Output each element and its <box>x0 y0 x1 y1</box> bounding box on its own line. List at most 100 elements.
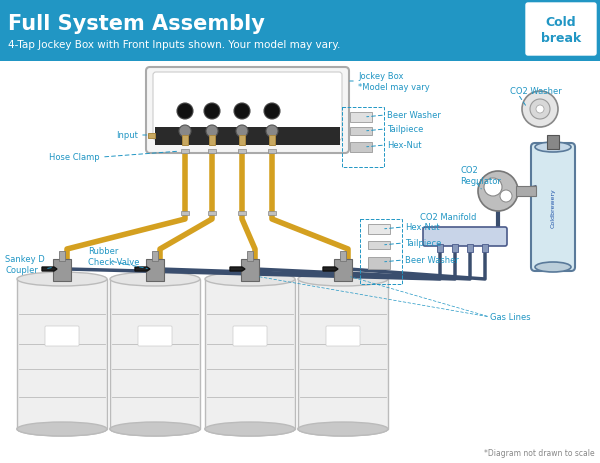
Bar <box>334 259 352 282</box>
Bar <box>238 212 246 216</box>
Bar <box>17 279 107 429</box>
Circle shape <box>234 104 250 120</box>
Text: Input: Input <box>116 131 138 140</box>
Ellipse shape <box>110 422 200 436</box>
Ellipse shape <box>298 422 388 436</box>
Bar <box>437 244 443 252</box>
Bar <box>148 134 155 139</box>
Bar <box>0 0 600 62</box>
Text: Hex-Nut: Hex-Nut <box>405 223 440 232</box>
FancyBboxPatch shape <box>45 326 79 346</box>
Circle shape <box>236 126 248 138</box>
Bar <box>467 244 473 252</box>
Bar <box>110 279 200 429</box>
Ellipse shape <box>298 272 388 287</box>
Bar <box>208 150 216 154</box>
Bar <box>205 279 295 429</box>
Text: break: break <box>541 31 581 44</box>
Text: Beer Washer: Beer Washer <box>387 111 441 120</box>
Text: Hose Clamp: Hose Clamp <box>49 153 100 162</box>
Text: Sankey D
Coupler: Sankey D Coupler <box>5 255 45 274</box>
FancyBboxPatch shape <box>233 326 267 346</box>
Bar <box>298 279 388 429</box>
Bar <box>350 128 372 136</box>
FancyBboxPatch shape <box>138 326 172 346</box>
Text: Coldbrewery: Coldbrewery <box>551 188 556 227</box>
Text: CO2 Washer: CO2 Washer <box>510 88 562 96</box>
Ellipse shape <box>17 422 107 436</box>
Ellipse shape <box>535 263 571 272</box>
Text: Jockey Box
*Model may vary: Jockey Box *Model may vary <box>358 72 430 92</box>
Circle shape <box>500 191 512 202</box>
Circle shape <box>484 179 502 197</box>
Text: CO2
Regulator: CO2 Regulator <box>460 166 501 185</box>
Bar <box>368 225 390 234</box>
Text: Beer Washer: Beer Washer <box>405 256 459 265</box>
Text: Tailpiece: Tailpiece <box>405 239 442 248</box>
Circle shape <box>206 126 218 138</box>
FancyBboxPatch shape <box>423 227 507 246</box>
Bar <box>368 257 390 269</box>
Circle shape <box>522 92 558 128</box>
Circle shape <box>204 104 220 120</box>
Bar <box>342 108 384 168</box>
Bar <box>53 259 71 282</box>
Circle shape <box>264 104 280 120</box>
Text: CO2 Manifold: CO2 Manifold <box>420 213 476 222</box>
FancyBboxPatch shape <box>326 326 360 346</box>
Bar <box>181 212 189 216</box>
Ellipse shape <box>17 422 107 436</box>
Bar <box>516 187 536 197</box>
Bar <box>155 128 340 146</box>
Ellipse shape <box>17 272 107 287</box>
Text: *Diagram not drawn to scale: *Diagram not drawn to scale <box>484 448 595 457</box>
Bar <box>269 136 275 146</box>
Bar <box>340 251 346 262</box>
Bar <box>247 251 253 262</box>
Circle shape <box>536 106 544 114</box>
Bar <box>344 262 352 265</box>
Bar <box>482 244 488 252</box>
Text: 4-Tap Jockey Box with Front Inputs shown. Your model may vary.: 4-Tap Jockey Box with Front Inputs shown… <box>8 40 340 50</box>
Circle shape <box>266 126 278 138</box>
Bar <box>146 259 164 282</box>
Bar <box>152 251 158 262</box>
FancyArrow shape <box>42 268 57 271</box>
Text: Tailpiece: Tailpiece <box>387 125 424 134</box>
FancyArrow shape <box>323 268 338 271</box>
Ellipse shape <box>205 272 295 287</box>
Bar <box>251 262 259 265</box>
Bar <box>209 136 215 146</box>
Bar <box>239 136 245 146</box>
Bar <box>268 150 276 154</box>
Text: Gas Lines: Gas Lines <box>490 313 530 322</box>
Ellipse shape <box>205 422 295 436</box>
FancyBboxPatch shape <box>146 68 349 154</box>
Bar <box>182 136 188 146</box>
Text: Full System Assembly: Full System Assembly <box>8 14 265 34</box>
Bar <box>350 113 372 123</box>
Text: Rubber
Check Valve: Rubber Check Valve <box>88 247 140 266</box>
Bar <box>360 219 402 284</box>
Ellipse shape <box>298 422 388 436</box>
Bar <box>547 136 559 150</box>
Bar <box>181 150 189 154</box>
FancyBboxPatch shape <box>531 144 575 271</box>
Circle shape <box>177 104 193 120</box>
Text: Cold: Cold <box>545 15 577 28</box>
FancyBboxPatch shape <box>153 73 342 141</box>
Bar <box>59 251 65 262</box>
Circle shape <box>478 172 518 212</box>
Ellipse shape <box>110 422 200 436</box>
Ellipse shape <box>205 422 295 436</box>
FancyArrow shape <box>135 268 150 271</box>
Bar <box>368 242 390 250</box>
Bar <box>156 262 164 265</box>
Bar <box>208 212 216 216</box>
Circle shape <box>179 126 191 138</box>
Ellipse shape <box>535 143 571 153</box>
FancyArrow shape <box>230 268 245 271</box>
Bar <box>238 150 246 154</box>
Bar <box>241 259 259 282</box>
Bar <box>350 143 372 153</box>
